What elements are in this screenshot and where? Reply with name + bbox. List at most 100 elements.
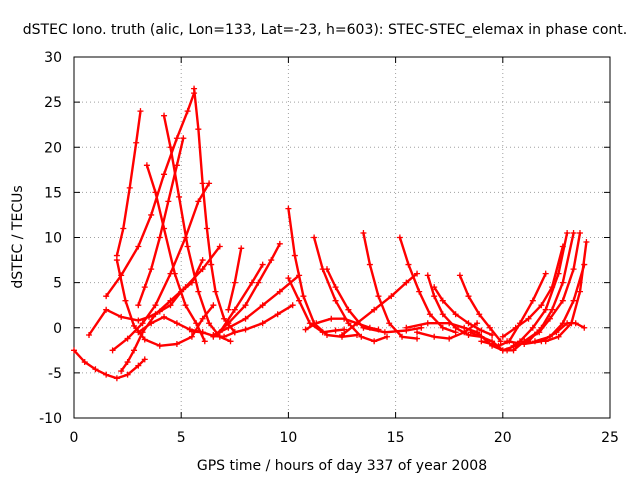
data-point — [199, 266, 206, 273]
data-point — [231, 329, 238, 336]
data-point — [339, 331, 345, 338]
data-point — [319, 329, 326, 336]
data-point — [529, 324, 536, 331]
series-line — [192, 87, 237, 334]
data-point — [306, 320, 313, 327]
data-point — [195, 126, 202, 133]
data-point — [122, 297, 129, 304]
x-tick-label: 5 — [177, 430, 186, 446]
y-tick-label: -10 — [39, 411, 62, 427]
y-tick-label: 0 — [53, 321, 62, 337]
data-point — [414, 270, 421, 277]
data-point — [371, 306, 378, 313]
data-point — [242, 315, 249, 322]
series-line — [501, 245, 564, 338]
data-point — [255, 279, 262, 286]
data-point — [242, 326, 249, 333]
data-point — [141, 356, 148, 363]
data-point — [474, 329, 481, 336]
data-point — [529, 297, 536, 304]
data-point — [143, 162, 150, 169]
data-point — [195, 288, 202, 295]
data-point — [103, 306, 110, 313]
data-point — [199, 180, 206, 187]
data-point — [180, 135, 187, 142]
series-line — [433, 285, 494, 337]
data-point — [242, 302, 249, 309]
data-point — [216, 243, 223, 250]
series-line — [115, 109, 142, 257]
data-point — [549, 306, 556, 313]
data-point — [195, 198, 202, 205]
data-point — [199, 315, 206, 322]
data-point — [184, 243, 191, 250]
data-point — [103, 293, 110, 300]
data-point — [148, 266, 155, 273]
data-point — [201, 338, 208, 345]
data-point — [332, 284, 339, 291]
data-point — [173, 340, 180, 347]
data-point — [525, 315, 532, 322]
data-point — [210, 333, 217, 340]
data-point — [212, 288, 219, 295]
data-point — [137, 108, 144, 115]
data-point — [431, 293, 438, 300]
data-point — [323, 266, 330, 273]
data-point — [546, 315, 553, 322]
data-point — [184, 108, 191, 115]
data-point — [210, 302, 217, 309]
data-point — [564, 229, 571, 236]
data-point — [300, 293, 307, 300]
series-line — [475, 331, 517, 352]
data-point — [512, 342, 519, 349]
data-point — [146, 313, 153, 320]
data-point — [341, 315, 348, 322]
x-tick-label: 10 — [279, 430, 297, 446]
data-point — [296, 297, 303, 304]
data-point — [486, 324, 493, 331]
series-line — [512, 231, 575, 347]
data-point — [276, 240, 283, 247]
data-point — [131, 322, 138, 329]
data-point — [289, 302, 296, 309]
series-line — [523, 231, 582, 343]
data-point — [259, 302, 266, 309]
data-point — [161, 313, 168, 320]
data-point — [414, 329, 421, 336]
data-point — [176, 193, 183, 200]
data-point — [167, 144, 174, 151]
data-point — [259, 320, 266, 327]
data-point — [173, 162, 180, 169]
data-point — [446, 335, 453, 342]
data-point — [285, 205, 292, 212]
chart-title: dSTEC Iono. truth (alic, Lon=133, Lat=-2… — [23, 22, 627, 38]
series-line — [87, 258, 204, 337]
data-point — [381, 329, 388, 336]
data-point — [199, 329, 206, 336]
series-line — [104, 91, 196, 298]
data-point — [216, 329, 223, 336]
data-point — [259, 261, 266, 268]
data-point — [371, 338, 378, 345]
data-point — [135, 362, 142, 369]
data-point — [341, 326, 348, 333]
data-point — [161, 171, 168, 178]
data-point — [405, 261, 412, 268]
series-line — [212, 242, 281, 338]
data-point — [188, 328, 195, 335]
series-line — [480, 272, 547, 347]
data-point — [156, 342, 163, 349]
data-point — [156, 308, 163, 315]
data-point — [489, 342, 496, 349]
data-point — [431, 284, 438, 291]
data-point — [148, 211, 155, 218]
data-point — [542, 306, 549, 313]
data-point — [120, 225, 127, 232]
data-point — [424, 272, 431, 279]
data-point — [403, 324, 410, 331]
data-point — [576, 229, 583, 236]
data-point — [461, 329, 468, 336]
x-tick-label: 25 — [601, 430, 619, 446]
data-point — [399, 333, 406, 340]
